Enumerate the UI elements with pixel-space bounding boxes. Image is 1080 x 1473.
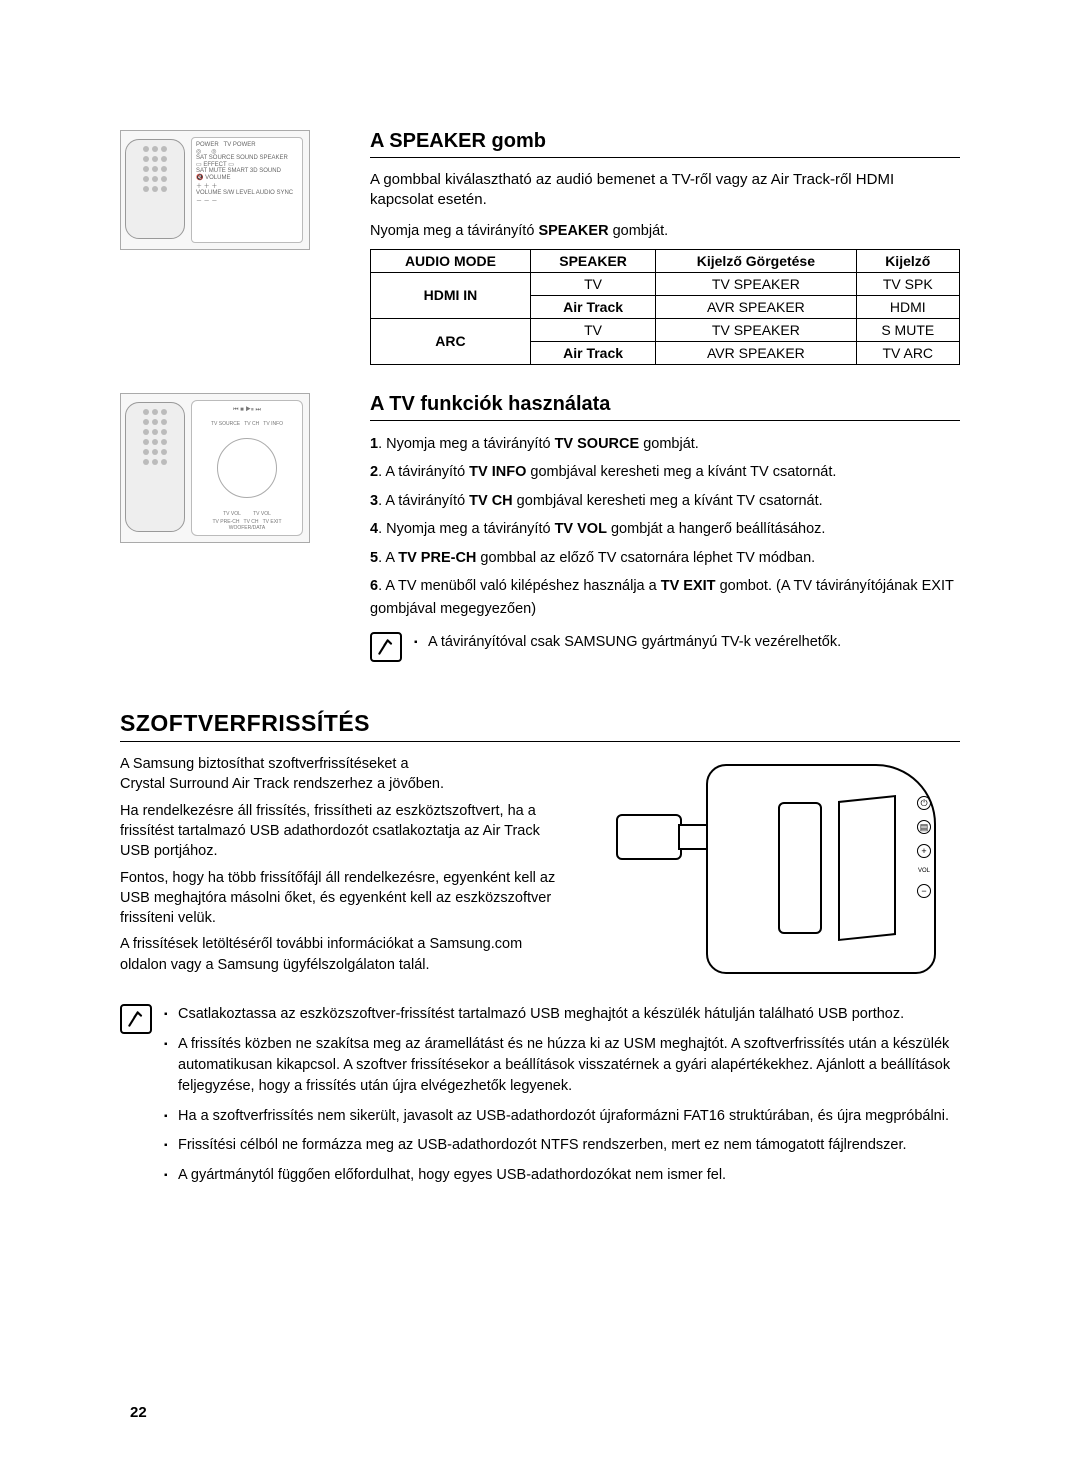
- sw-notes-list: Csatlakoztassa az eszközszoftver-frissít…: [164, 1004, 960, 1194]
- list-item: Ha a szoftverfrissítés nem sikerült, jav…: [164, 1106, 960, 1127]
- device-illustration: ⏻ ▤ + VOL −: [580, 754, 960, 984]
- sw-p2: Ha rendelkezésre áll frissítés, frissíth…: [120, 801, 560, 862]
- list-item: A gyártmánytól függően előfordulhat, hog…: [164, 1165, 960, 1186]
- note-icon: [370, 632, 402, 662]
- table-cell: TV SPEAKER: [656, 318, 856, 341]
- speaker-section: POWER TV POWER◎ ◎SAT SOURCE SOUND SPEAKE…: [120, 130, 960, 365]
- list-item: 6. A TV menüből való kilépéshez használj…: [370, 575, 960, 620]
- remote-diagram-bottom: ⏮ ■ ▶⏸ ⏭ TV SOURCE TV CH TV INFO TV VOL …: [120, 393, 310, 543]
- speaker-table: AUDIO MODE SPEAKER Kijelző Görgetése Kij…: [370, 249, 960, 365]
- list-item: 1. Nyomja meg a távirányító TV SOURCE go…: [370, 433, 960, 455]
- list-item: 2. A távirányító TV INFO gombjával keres…: [370, 461, 960, 483]
- sw-p3: Fontos, hogy ha több frissítőfájl áll re…: [120, 868, 560, 929]
- list-item: Frissítési célból ne formázza meg az USB…: [164, 1135, 960, 1156]
- table-cell: TV ARC: [856, 341, 959, 364]
- table-header: SPEAKER: [530, 249, 655, 272]
- table-cell: Air Track: [530, 341, 655, 364]
- tv-steps-list: 1. Nyomja meg a távirányító TV SOURCE go…: [370, 433, 960, 620]
- table-cell: TV SPEAKER: [656, 272, 856, 295]
- table-cell: HDMI: [856, 295, 959, 318]
- list-item: A frissítés közben ne szakítsa meg az ár…: [164, 1034, 960, 1098]
- list-item: 5. A TV PRE-CH gombbal az előző TV csato…: [370, 547, 960, 569]
- speaker-instruction: Nyomja meg a távirányító SPEAKER gombját…: [370, 221, 960, 241]
- table-cell: S MUTE: [856, 318, 959, 341]
- usb-stick-icon: [598, 814, 718, 860]
- speaker-desc: A gombbal kiválasztható az audió bemenet…: [370, 170, 960, 211]
- table-header: Kijelző Görgetése: [656, 249, 856, 272]
- speaker-heading: A SPEAKER gomb: [370, 130, 960, 153]
- table-cell: AVR SPEAKER: [656, 295, 856, 318]
- remote-diagram-top: POWER TV POWER◎ ◎SAT SOURCE SOUND SPEAKE…: [120, 130, 310, 250]
- table-cell: Air Track: [530, 295, 655, 318]
- software-update-section: SZOFTVERFRISSÍTÉS A Samsung biztosíthat …: [120, 710, 960, 1194]
- table-cell: TV: [530, 318, 655, 341]
- list-item: 4. Nyomja meg a távirányító TV VOL gombj…: [370, 518, 960, 540]
- table-cell: TV: [530, 272, 655, 295]
- table-rowlabel: ARC: [371, 318, 531, 364]
- page-number: 22: [130, 1404, 147, 1421]
- tv-heading: A TV funkciók használata: [370, 393, 960, 416]
- table-header: Kijelző: [856, 249, 959, 272]
- list-item: A távirányítóval csak SAMSUNG gyártmányú…: [414, 632, 841, 652]
- tv-functions-section: ⏮ ■ ▶⏸ ⏭ TV SOURCE TV CH TV INFO TV VOL …: [120, 393, 960, 662]
- note-icon: [120, 1004, 152, 1034]
- sw-p1: A Samsung biztosíthat szoftverfrissítése…: [120, 754, 560, 795]
- list-item: Csatlakoztassa az eszközszoftver-frissít…: [164, 1004, 960, 1025]
- list-item: 3. A távirányító TV CH gombjával kereshe…: [370, 490, 960, 512]
- table-header: AUDIO MODE: [371, 249, 531, 272]
- table-rowlabel: HDMI IN: [371, 272, 531, 318]
- sw-heading: SZOFTVERFRISSÍTÉS: [120, 710, 960, 737]
- device-body-icon: ⏻ ▤ + VOL −: [706, 764, 936, 974]
- table-cell: TV SPK: [856, 272, 959, 295]
- table-cell: AVR SPEAKER: [656, 341, 856, 364]
- tv-note: A távirányítóval csak SAMSUNG gyártmányú…: [414, 632, 841, 652]
- sw-p4: A frissítések letöltéséről további infor…: [120, 934, 560, 975]
